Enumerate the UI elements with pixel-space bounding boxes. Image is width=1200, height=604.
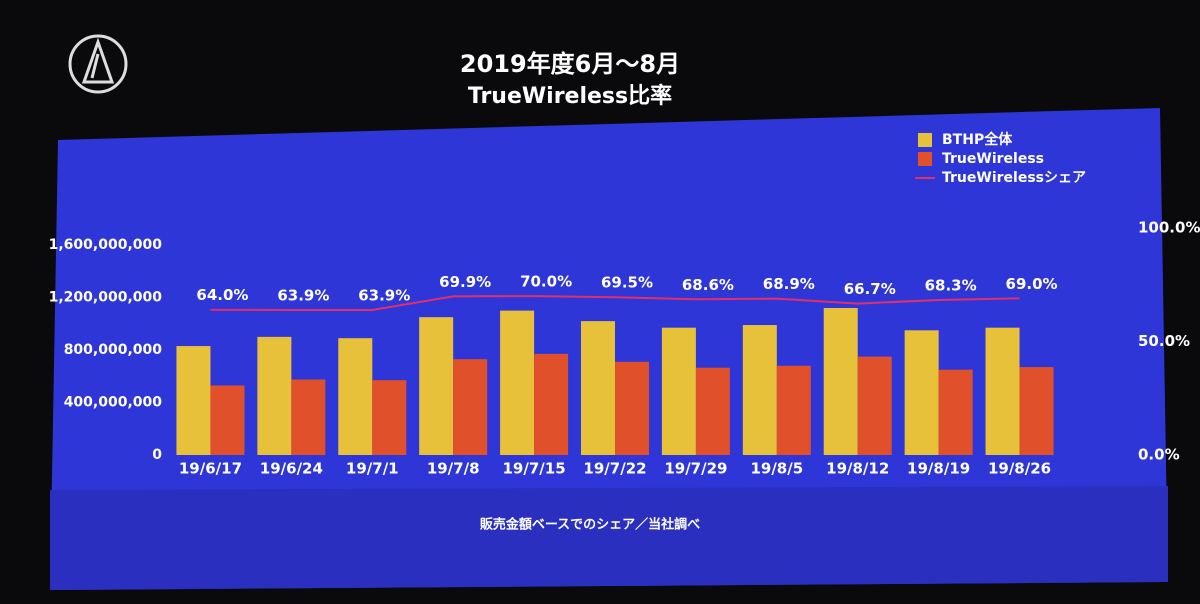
x-tick-label: 19/7/1 [346,460,399,478]
bar [904,330,939,455]
data-label: 69.0% [1006,275,1058,293]
x-tick-label: 19/7/15 [503,460,566,478]
x-tick-label: 19/6/24 [260,460,323,478]
data-label: 68.6% [682,276,734,294]
y-tick-label: 1,600,000,000 [49,237,163,253]
chart-title: 2019年度6月〜8月 [460,50,680,78]
y2-tick-label: 100.0% [1138,219,1200,237]
bar [581,321,615,455]
x-tick-label: 19/7/8 [427,460,480,478]
bar [776,365,811,455]
y2-tick-label: 50.0% [1138,332,1190,350]
bar [823,308,858,455]
legend-label: TrueWirelessシェア [942,170,1086,186]
x-tick-label: 19/8/26 [988,460,1051,478]
bar [661,327,696,455]
bar [500,310,535,455]
y-tick-label: 0 [152,447,162,463]
data-label: 66.7% [844,280,896,298]
data-label: 68.3% [925,276,977,294]
chart-subtitle: TrueWireless比率 [468,83,672,109]
bar [372,380,407,455]
footnote: 販売金額ベースでのシェア／当社調べ [480,517,700,533]
data-label: 64.0% [196,286,248,304]
bar [291,379,326,455]
y2-tick-label: 0.0% [1138,446,1180,464]
line [210,295,1020,311]
bar [419,317,454,455]
y-tick-label: 1,200,000,000 [49,290,163,306]
x-tick-label: 19/6/17 [179,460,242,478]
x-tick-label: 19/8/19 [907,460,970,478]
bar [857,356,892,455]
data-label: 69.5% [601,274,653,292]
bar [453,359,488,455]
bar [210,385,245,455]
data-label: 63.9% [358,286,410,304]
bar [176,346,211,455]
x-tick-label: 19/7/29 [664,460,727,478]
data-label: 68.9% [763,275,815,293]
bar [1019,367,1054,455]
x-tick-label: 19/8/12 [826,460,889,478]
bar [742,325,777,455]
bar [257,336,292,455]
bar [338,338,373,455]
x-tick-label: 19/7/22 [583,460,646,478]
y-tick-label: 800,000,000 [64,342,163,358]
bar [695,367,730,455]
y-tick-label: 400,000,000 [64,395,163,411]
bar [985,327,1020,455]
logo [68,34,128,94]
bar [534,353,569,455]
x-tick-label: 19/8/5 [750,460,803,478]
legend-label: TrueWireless [942,151,1044,167]
bar [615,361,649,455]
legend-label: BTHP全体 [942,131,1013,148]
legend-swatch [918,152,932,166]
legend-swatch [918,133,932,147]
bar [938,369,973,455]
data-label: 63.9% [277,286,329,304]
data-label: 70.0% [520,273,572,291]
footer-band [50,486,1168,590]
data-label: 69.9% [439,273,491,291]
